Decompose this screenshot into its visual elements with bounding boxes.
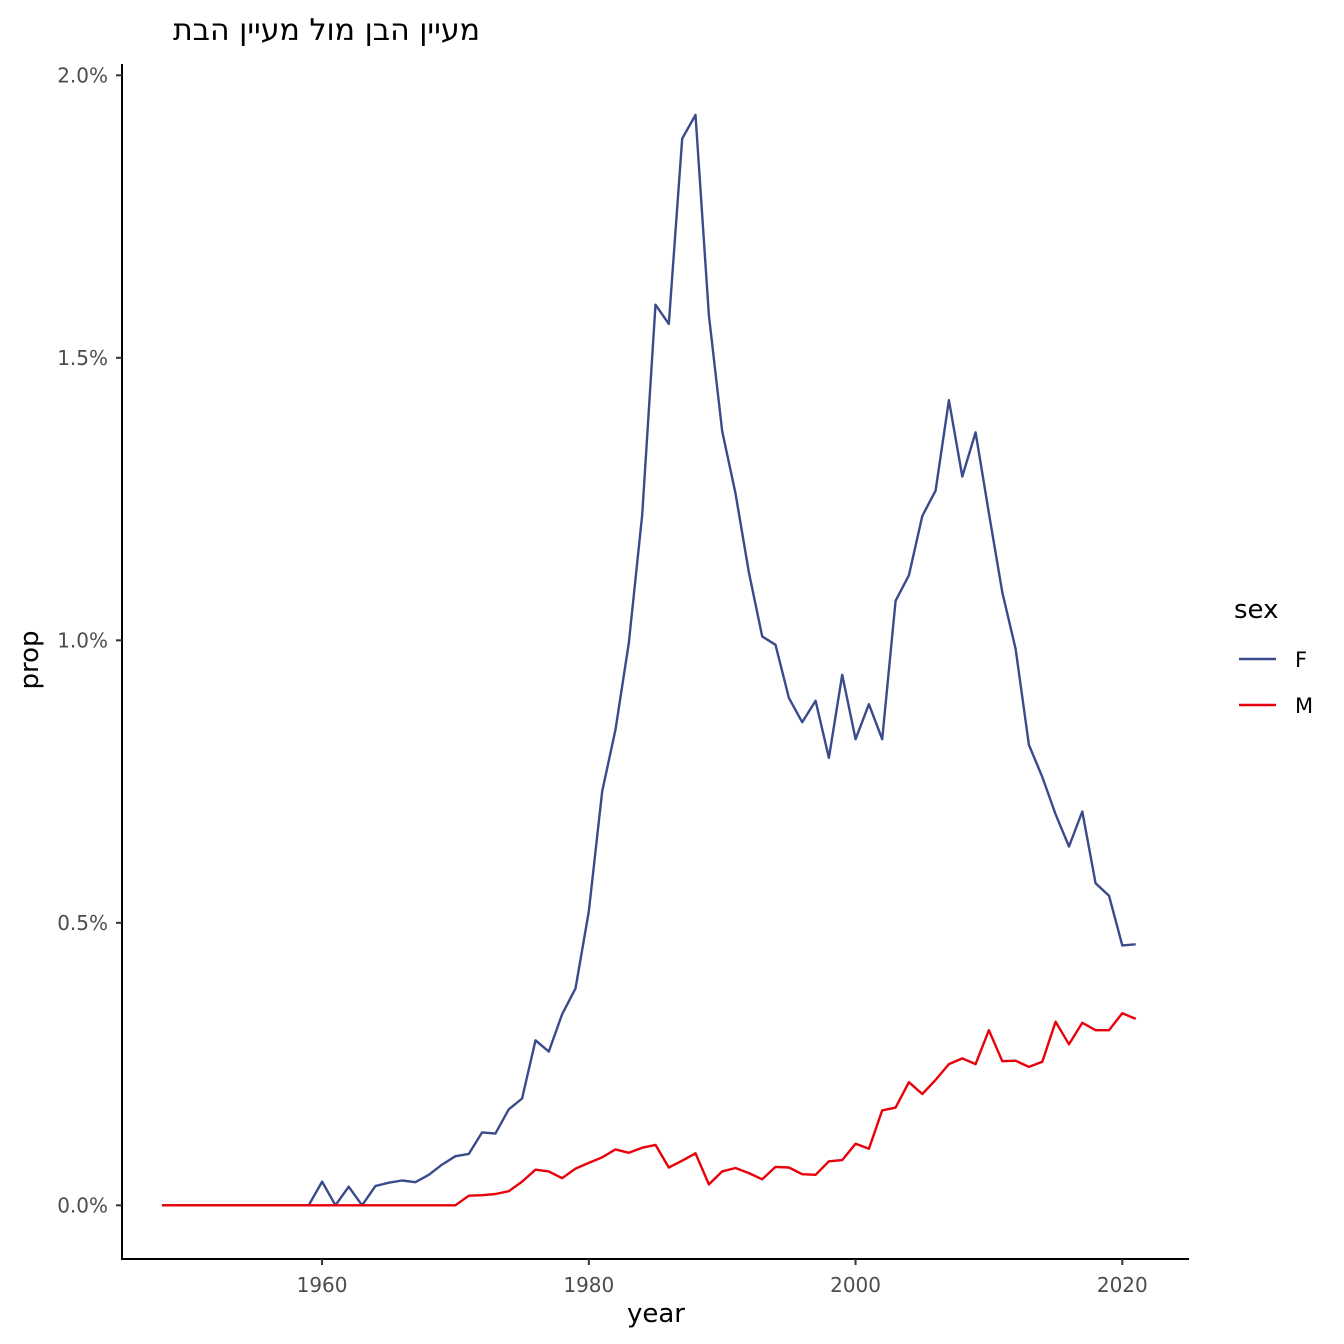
legend-label-F: F [1295,648,1307,672]
y-tick-label: 0.5% [57,911,108,935]
y-tick-label: 1.0% [57,628,108,652]
legend-title: sex [1234,595,1278,625]
x-axis-ticks: 1960 1980 2000 2020 [297,1259,1148,1297]
y-axis-title: prop [15,630,45,689]
y-axis-ticks: 0.0% 0.5% 1.0% 1.5% 2.0% [57,63,122,1217]
y-tick-label: 1.5% [57,346,108,370]
plot-lines [162,113,1137,1207]
x-tick-label: 2020 [1097,1273,1148,1297]
x-tick-label: 1980 [563,1273,614,1297]
chart-title: מעיין הבן מול מעיין הבת [173,13,480,48]
x-tick-label: 2000 [830,1273,881,1297]
legend-label-M: M [1295,694,1313,718]
x-axis-title: year [627,1299,685,1329]
series-line-M [162,1012,1137,1207]
legend: sex FM [1234,595,1313,718]
y-tick-label: 0.0% [57,1193,108,1217]
y-tick-label: 2.0% [57,63,108,87]
series-line-F [162,113,1136,1207]
x-tick-label: 1960 [297,1273,348,1297]
